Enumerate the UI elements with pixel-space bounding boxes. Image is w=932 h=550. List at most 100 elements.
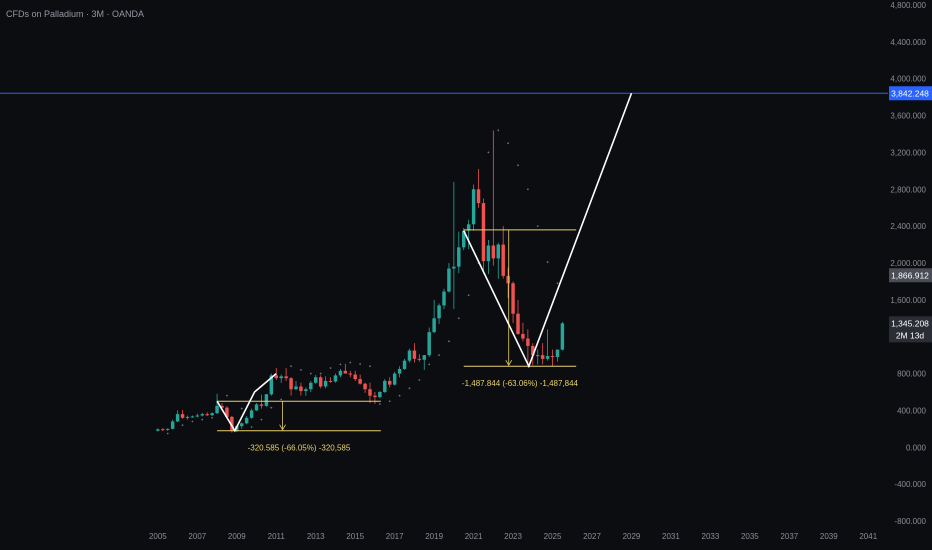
psar-dot	[408, 387, 411, 390]
psar-dot	[457, 317, 460, 320]
candle-body	[516, 313, 520, 334]
price-badge-label: 1,345.208	[891, 318, 929, 328]
price-badge	[889, 268, 932, 283]
candle-body	[363, 383, 367, 390]
chart-title: CFDs on Palladium · 3M · OANDA	[6, 9, 145, 19]
candle-body	[259, 404, 264, 406]
price-badges: 3,842.248 1,866.912 1,345.208 2M 13d	[889, 86, 932, 343]
y-tick-label: 3,600.000	[890, 112, 926, 121]
candle-body	[170, 421, 175, 429]
psar-dot	[250, 426, 253, 428]
x-tick-label: 2029	[623, 532, 641, 541]
candle-body	[407, 350, 412, 361]
x-axis: 2005 2007 2009 2011 2013 2015 2017 2019 2021 2023…	[149, 532, 878, 541]
candle-body	[462, 230, 466, 248]
y-tick-label: -400.000	[894, 480, 926, 489]
measure-arrowhead	[505, 359, 513, 366]
candle-body	[476, 189, 481, 204]
candle-body	[466, 224, 471, 231]
candle-body	[511, 283, 515, 314]
x-tick-label: 2023	[504, 532, 522, 541]
psar-dot	[487, 151, 490, 154]
candle-body	[427, 332, 431, 356]
candle-body	[156, 429, 160, 431]
candle-body	[309, 382, 313, 390]
psar-dot	[201, 418, 204, 421]
candle-body	[205, 414, 209, 416]
psar-dot	[359, 362, 362, 365]
candle-body	[540, 355, 545, 359]
candle-body	[496, 244, 500, 259]
candle-body	[215, 405, 219, 414]
y-tick-label: 400.000	[897, 406, 926, 415]
candle-body	[422, 355, 426, 360]
candle-body	[284, 376, 288, 379]
x-tick-label: 2031	[662, 532, 680, 541]
psar-dot	[497, 129, 500, 132]
y-tick-label: 4,400.000	[890, 38, 926, 47]
candle-body	[378, 392, 382, 398]
target-price-badge-label: 3,842.248	[891, 88, 929, 98]
psar-dot	[428, 363, 431, 366]
measures-layer: -320.585 (-66.05%) -320,585 -1,487.844 (-…	[217, 229, 579, 453]
candle-body	[452, 266, 456, 269]
x-tick-label: 2041	[859, 532, 877, 541]
psar-dot	[369, 365, 371, 368]
candle-body	[506, 275, 510, 284]
target-price-badge	[889, 86, 932, 101]
y-tick-label: 2,000.000	[890, 259, 926, 268]
candle-body	[560, 323, 565, 350]
candle-body	[210, 413, 214, 416]
x-tick-label: 2013	[307, 532, 325, 541]
candle-body	[240, 423, 244, 427]
measure-label: -320.585 (-66.05%) -320,585	[248, 444, 351, 453]
y-tick-label: 4,000.000	[890, 75, 926, 84]
candle-body	[383, 380, 387, 392]
x-tick-label: 2039	[820, 532, 838, 541]
psar-dot	[448, 340, 450, 343]
psar-dot	[546, 261, 549, 263]
psar-dot	[536, 225, 539, 228]
candle-body	[161, 429, 165, 431]
candle-body	[437, 305, 441, 319]
pattern-line	[216, 372, 277, 433]
psar-dot	[191, 420, 194, 423]
candle-body	[254, 404, 259, 411]
candle-body	[432, 318, 436, 333]
price-badge-label: 1,866.912	[891, 270, 929, 280]
psar-dot	[526, 188, 529, 191]
x-tick-label: 2007	[188, 532, 206, 541]
candle-body	[486, 245, 491, 262]
candle-body	[304, 389, 308, 392]
y-tick-label: 2,400.000	[890, 222, 926, 231]
candle-body	[471, 189, 476, 225]
candle-body	[318, 377, 323, 387]
y-tick-label: 2,800.000	[890, 185, 926, 194]
candle-body	[299, 386, 303, 392]
candle-body	[230, 416, 234, 431]
candle-body	[521, 333, 525, 339]
y-tick-label: 1,600.000	[890, 296, 926, 305]
candle-body	[447, 268, 451, 292]
psar-dot	[556, 282, 559, 285]
psar-dot	[290, 365, 292, 368]
psar-dot	[240, 407, 243, 410]
candle-body	[338, 370, 343, 376]
y-tick-label: -800.000	[894, 517, 926, 526]
psar-dot	[398, 394, 401, 397]
psar-dot	[280, 398, 283, 401]
candle-body	[501, 244, 505, 276]
y-tick-label: 800.000	[897, 370, 926, 379]
candle-body	[555, 349, 560, 357]
psar-dot	[309, 372, 312, 375]
y-tick-label: 0.000	[906, 443, 927, 452]
candle-body	[279, 376, 283, 379]
price-badge	[889, 316, 932, 343]
psar-dot	[226, 394, 228, 397]
candle-body	[264, 394, 269, 406]
candle-body	[402, 360, 407, 369]
psar-dot	[438, 354, 440, 357]
psar-dot	[378, 403, 381, 405]
measure-arrowhead	[279, 424, 286, 431]
